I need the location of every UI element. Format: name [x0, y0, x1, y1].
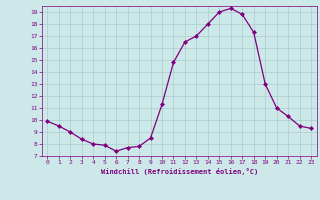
- X-axis label: Windchill (Refroidissement éolien,°C): Windchill (Refroidissement éolien,°C): [100, 168, 258, 175]
